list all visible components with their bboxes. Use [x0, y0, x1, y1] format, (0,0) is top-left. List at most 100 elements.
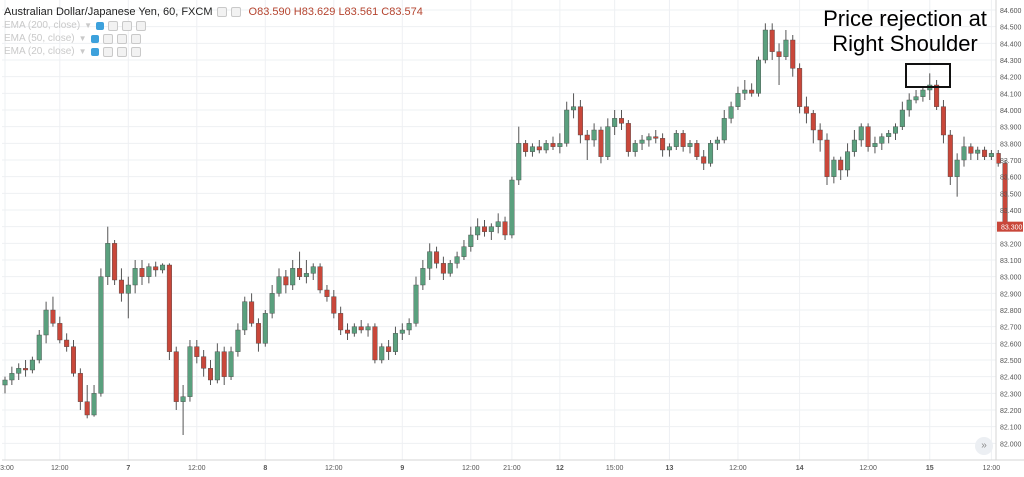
y-tick-label: 82.200	[1000, 408, 1022, 415]
candle-body	[810, 113, 816, 131]
close-icon[interactable]	[116, 33, 127, 44]
gear-icon[interactable]	[108, 20, 119, 31]
candle-body	[495, 221, 501, 227]
more-icon[interactable]	[130, 46, 141, 57]
candle-body	[975, 149, 981, 154]
candle-body	[482, 226, 488, 232]
candle-body	[43, 309, 49, 336]
gear-icon[interactable]	[102, 46, 113, 57]
candle-body	[201, 356, 207, 369]
candle	[283, 270, 289, 294]
indicator-ema-20[interactable]: EMA (20, close) ▼	[4, 46, 141, 57]
candle-body	[982, 149, 988, 157]
candle	[345, 323, 351, 340]
candle	[57, 316, 63, 344]
indicator-label[interactable]: EMA (20, close)	[4, 46, 75, 57]
candle-body	[23, 368, 29, 371]
candle	[386, 340, 392, 360]
candle-body	[838, 159, 844, 171]
candle	[324, 285, 330, 302]
ohlc-values: O83.590 H83.629 L83.561 C83.574	[249, 6, 423, 18]
candle	[803, 96, 809, 124]
eye-icon[interactable]	[90, 34, 99, 43]
indicator-ema-50[interactable]: EMA (50, close) ▼	[4, 33, 141, 44]
candle	[557, 133, 563, 154]
candle	[139, 260, 145, 285]
candle-body	[187, 346, 193, 397]
candle	[790, 35, 796, 77]
candle	[591, 123, 597, 147]
candle	[297, 251, 303, 280]
candle	[194, 340, 200, 364]
candle	[118, 268, 124, 302]
candle	[214, 343, 220, 384]
symbol-title[interactable]: Australian Dollar/Japanese Yen, 60, FXCM	[4, 6, 213, 18]
open-value: O83.590	[248, 6, 291, 18]
candle-body	[934, 84, 940, 107]
candle	[913, 90, 919, 104]
candle	[660, 133, 666, 157]
candle-body	[619, 118, 625, 124]
close-icon[interactable]	[122, 20, 133, 31]
gear-icon[interactable]	[102, 33, 113, 44]
scroll-to-realtime-button[interactable]: »	[975, 437, 993, 455]
candle	[255, 318, 261, 352]
candle-body	[9, 373, 15, 381]
candle	[91, 385, 97, 417]
candle	[824, 133, 830, 185]
annotation-line-2: Right Shoulder	[832, 31, 978, 56]
more-icon[interactable]	[130, 33, 141, 44]
indicator-label[interactable]: EMA (200, close)	[4, 20, 81, 31]
annotation-rectangle[interactable]	[905, 63, 951, 88]
y-tick-label: 84.500	[1000, 25, 1022, 32]
eye-icon[interactable]	[96, 21, 105, 30]
candle-body	[708, 143, 714, 164]
candle	[64, 333, 70, 352]
y-tick-label: 84.100	[1000, 91, 1022, 98]
eye-icon[interactable]	[90, 47, 99, 56]
candle	[228, 346, 234, 380]
candle	[838, 156, 844, 180]
candle	[646, 133, 652, 147]
symbol-legend[interactable]: Australian Dollar/Japanese Yen, 60, FXCM…	[4, 6, 423, 18]
candle	[653, 130, 659, 144]
chevron-down-icon[interactable]: ▼	[78, 34, 87, 43]
close-icon[interactable]	[116, 46, 127, 57]
candle	[23, 360, 29, 377]
chevron-down-icon[interactable]: ▼	[78, 47, 87, 56]
high-value: H83.629	[293, 6, 336, 18]
candle	[475, 218, 481, 240]
candle	[317, 263, 323, 294]
candle-body	[906, 99, 912, 111]
candle-body	[756, 59, 762, 94]
candle-body	[872, 143, 878, 147]
legend-settings-icon[interactable]	[216, 7, 227, 17]
candle-body	[968, 146, 974, 154]
candle-body	[64, 339, 70, 347]
candle-body	[612, 118, 618, 127]
candle-body	[899, 109, 905, 127]
candles	[2, 23, 1008, 435]
candle-body	[728, 106, 734, 119]
candle-body	[249, 301, 255, 324]
indicator-label[interactable]: EMA (50, close)	[4, 33, 75, 44]
candle	[577, 100, 583, 144]
x-tick-label: 15:00	[606, 465, 624, 472]
candle-body	[694, 143, 700, 157]
candle	[365, 323, 371, 337]
candle	[420, 260, 426, 290]
candle-body	[666, 146, 672, 151]
more-icon[interactable]	[136, 20, 147, 31]
indicator-ema-200[interactable]: EMA (200, close) ▼	[4, 20, 147, 31]
last-price-badge	[997, 221, 1023, 232]
candle	[728, 101, 734, 124]
candle-body	[379, 346, 385, 361]
candle-body	[413, 284, 419, 324]
y-tick-label: 82.700	[1000, 325, 1022, 332]
chevron-down-icon[interactable]: ▼	[84, 21, 93, 30]
candle	[714, 136, 720, 150]
candle	[98, 268, 104, 397]
legend-hide-icon[interactable]	[230, 7, 241, 17]
